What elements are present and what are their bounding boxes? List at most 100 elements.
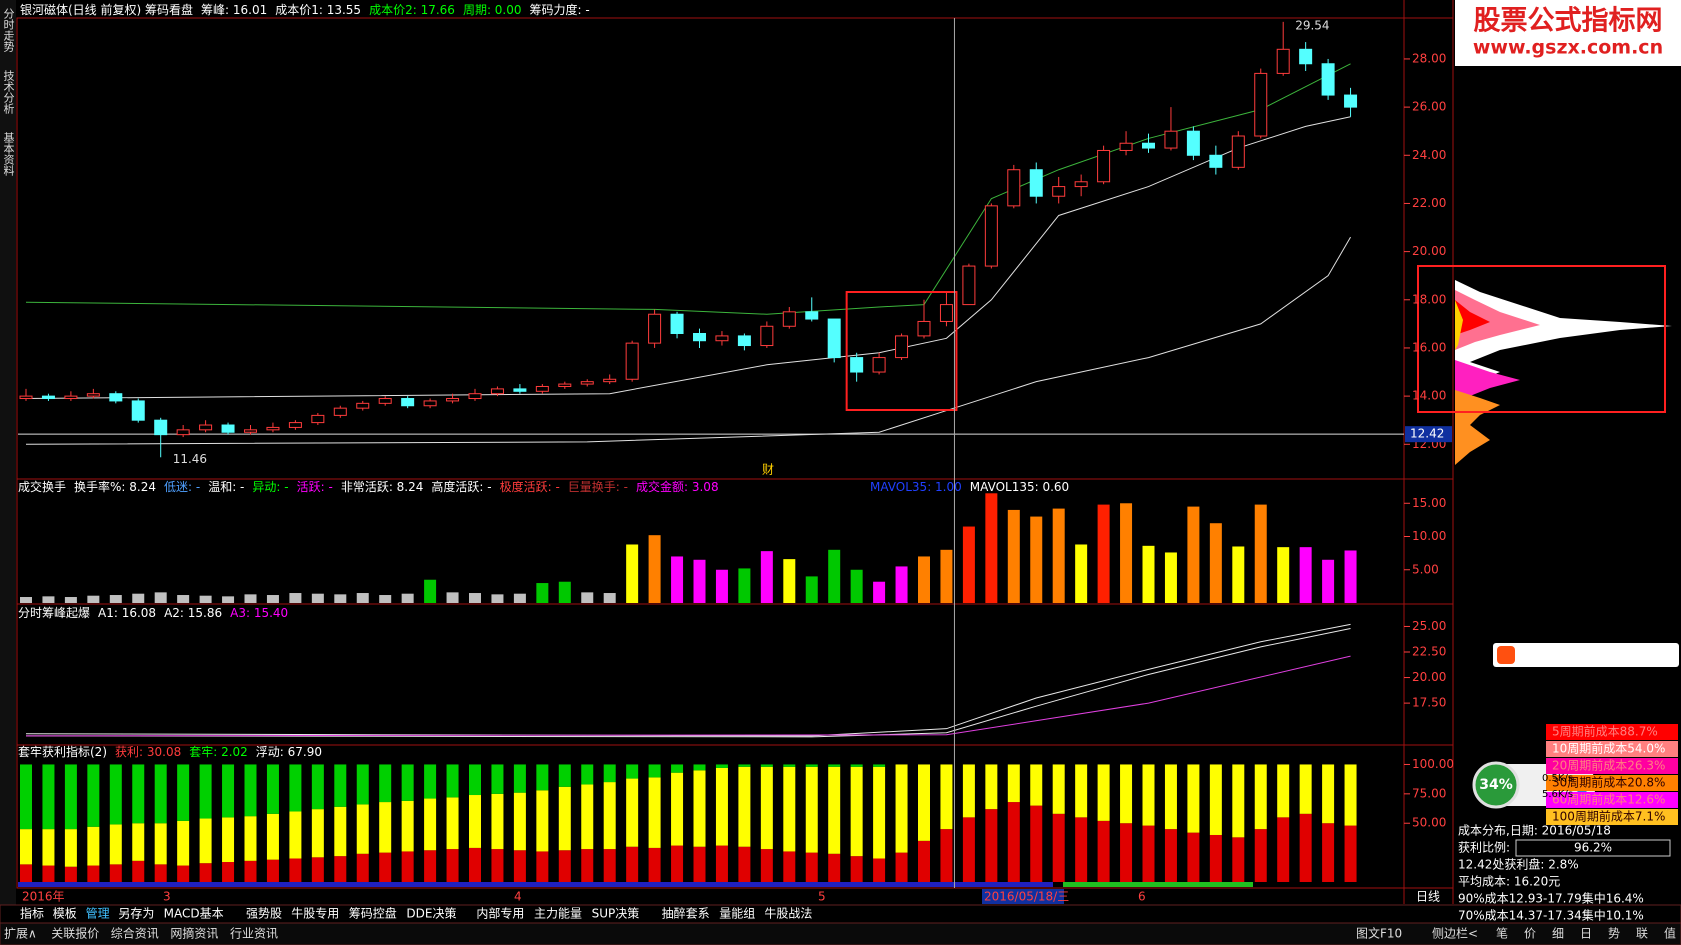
volume-bar <box>334 594 347 603</box>
candle-body <box>1321 63 1335 96</box>
profit-segment <box>1075 764 1088 818</box>
candle-body <box>827 318 841 359</box>
bottom-tab[interactable]: 行业资讯 <box>230 927 278 941</box>
bottom-tab[interactable]: 网摘资讯 <box>170 926 218 941</box>
profit-segment <box>1299 764 1312 814</box>
volume-header-item: 活跃: - <box>297 480 333 494</box>
cost-profile <box>1455 290 1540 350</box>
candle-body <box>984 205 998 267</box>
candle-body <box>872 357 886 373</box>
profit-segment <box>446 764 459 798</box>
bottom-right-tab[interactable]: 价 <box>1524 927 1536 941</box>
volume-bar <box>64 597 77 603</box>
toolbar-button[interactable]: 另存为 <box>118 907 154 921</box>
candle-body <box>468 393 482 400</box>
profit-segment <box>1007 802 1020 882</box>
indicator-header-item: 分时筹峰起爆 <box>18 606 90 620</box>
volume-bar <box>760 551 773 603</box>
toolbar-button[interactable]: DDE决策 <box>406 907 456 921</box>
profit-segment <box>1120 823 1133 882</box>
volume-bar <box>671 556 684 603</box>
bottom-tab[interactable]: 扩展∧ <box>4 927 37 941</box>
profit-segment <box>379 764 392 803</box>
toolbar-button[interactable]: 模板 <box>53 907 77 921</box>
profit-segment <box>985 764 998 810</box>
high-label: 29.54 <box>1295 18 1329 32</box>
base-strip <box>1063 882 1253 887</box>
volume-bar <box>132 593 145 603</box>
side-tab[interactable]: 分时走势 <box>2 8 15 52</box>
profit-segment <box>356 764 369 805</box>
bottom-right-tab[interactable]: 日 <box>1580 927 1592 941</box>
toolbar-button[interactable]: 内部专用 <box>476 906 524 921</box>
profit-segment <box>603 782 616 850</box>
candle-body <box>1209 154 1223 168</box>
volume-header-item: 非常活跃: 8.24 <box>341 480 424 494</box>
toolbar-button[interactable]: 管理 <box>86 906 110 921</box>
toolbar-button[interactable]: 主力能量 <box>534 907 582 921</box>
volume-header-item: 换手率%: 8.24 <box>74 479 156 494</box>
profit-segment <box>603 849 616 882</box>
profit-segment <box>311 857 324 882</box>
toolbar-button[interactable]: 指标 <box>20 906 44 921</box>
profit-segment <box>783 766 796 852</box>
profit-segment <box>1187 764 1200 833</box>
date-label: 2016/05/18/三 <box>984 890 1069 904</box>
profit-segment <box>42 865 55 882</box>
volume-bar <box>850 569 863 603</box>
profit-segment <box>1232 837 1245 882</box>
volume-bar <box>1097 504 1110 603</box>
profit-segment <box>1187 832 1200 882</box>
profit-segment <box>760 849 773 882</box>
candle-body <box>176 429 190 436</box>
y-tick-label: 50.00 <box>1412 816 1446 830</box>
toolbar-button[interactable]: 抽醉套系 <box>662 906 710 921</box>
profit-segment <box>962 817 975 882</box>
bottom-tab[interactable]: 关联报价 <box>51 926 99 941</box>
bottom-right-tab[interactable]: 细 <box>1552 927 1564 941</box>
volume-header-item: 巨量换手: - <box>568 480 628 494</box>
toolbar-button[interactable]: 牛股战法 <box>764 906 812 921</box>
profit-segment <box>379 852 392 882</box>
profit-segment <box>266 813 279 860</box>
candle-body <box>109 393 123 402</box>
bottom-right-tab[interactable]: 势 <box>1608 927 1620 941</box>
bottom-tab[interactable]: 综合资讯 <box>111 926 159 941</box>
volume-bar <box>513 593 526 603</box>
ma-line <box>25 236 1351 445</box>
volume-bar <box>1232 546 1245 603</box>
candle-body <box>423 400 437 407</box>
toolbar-button[interactable]: 筹码控盘 <box>349 906 397 921</box>
profit-segment <box>648 764 661 778</box>
profit-segment <box>671 772 684 846</box>
bottom-right-tab[interactable]: 联 <box>1636 927 1648 941</box>
volume-header-item: 低迷: - <box>164 480 200 494</box>
toolbar-button[interactable]: 量能组 <box>719 907 755 921</box>
candle-body <box>378 398 392 404</box>
profit-segment <box>42 829 55 866</box>
cost-line: 平均成本: 16.20元 <box>1458 875 1560 889</box>
speed-up: 0.5K/s <box>1542 773 1573 784</box>
toolbar-button[interactable]: 牛股专用 <box>291 906 339 921</box>
profit-segment <box>626 778 639 847</box>
side-tab[interactable]: 技术分析 <box>2 70 15 115</box>
candle-body <box>1029 169 1043 197</box>
side-tab[interactable]: 基本资料 <box>2 132 15 177</box>
bottom-right-tab[interactable]: 值 <box>1664 926 1676 941</box>
bottom-right-tab[interactable]: 图文F10 <box>1356 926 1402 941</box>
toolbar-button[interactable]: SUP决策 <box>592 907 640 921</box>
candle-body <box>41 395 55 400</box>
volume-header-item: 温和: - <box>208 480 244 494</box>
last-price-label: 12.42 <box>1410 427 1444 441</box>
candle-body <box>446 398 460 402</box>
header-item: 成本价1: 13.55 <box>275 3 361 17</box>
toolbar-button[interactable]: MACD基本 <box>164 907 224 921</box>
toolbar-button[interactable]: 强势股 <box>246 907 282 921</box>
cost-legend-bg <box>1546 741 1678 757</box>
profit-segment <box>289 764 302 812</box>
volume-bar <box>266 595 279 603</box>
bottom-right-tab[interactable]: 笔 <box>1496 926 1508 941</box>
profit-segment <box>715 764 728 768</box>
volume-bar <box>244 594 257 603</box>
bottom-right-tab[interactable]: 侧边栏< <box>1432 926 1478 941</box>
